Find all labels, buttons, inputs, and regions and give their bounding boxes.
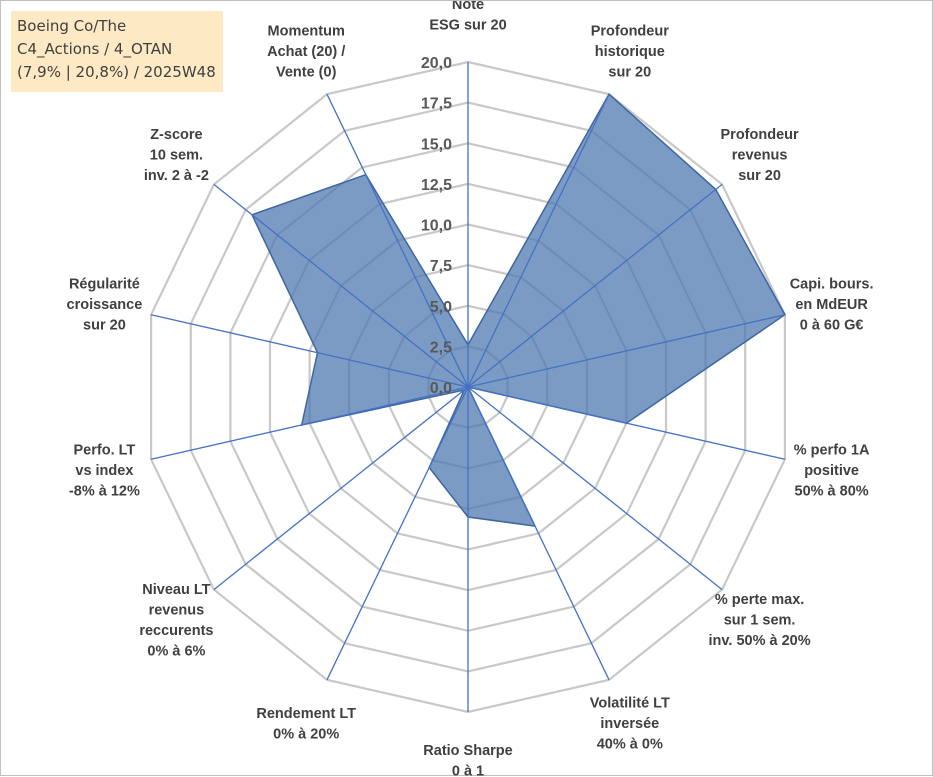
axis-label: % perfo 1A positive 50% à 80% [794,443,870,500]
axis-label-line: croissance [67,297,143,313]
tick-label: 5,0 [430,299,452,316]
tick-label: 15,0 [421,136,452,153]
axis-label-line: Note [452,1,484,13]
axis-spoke [467,386,786,460]
radar-tick-labels: 0,0 2,5 5,0 7,5 10,0 12,5 15,0 17,5 20,0 [421,55,452,397]
radar-spokes [150,62,786,712]
radar-series [250,93,786,528]
axis-spoke [326,93,469,388]
axis-label-line: 0% à 6% [147,643,205,659]
axis-label-line: Régularité [69,277,140,293]
axis-label: Z-score 10 sem. inv. 2 à -2 [144,127,209,184]
axis-label: Volatilité LT inversée 40% à 0% [590,696,670,753]
axis-label-line: Niveau LT [142,582,210,598]
axis-label: Perfo. LT vs index -8% à 12% [69,443,140,500]
axis-label-line: sur 20 [608,64,651,80]
axis-label: Profondeur historique sur 20 [591,23,669,80]
axis-label: Momentum Achat (20) / Vente (0) [267,23,345,80]
axis-label-line: vs index [75,463,133,479]
axis-label-line: inv. 2 à -2 [144,168,209,184]
axis-label-line: 50% à 80% [795,484,869,500]
axis-spoke [150,314,469,388]
axis-label: Rendement LT 0% à 20% [256,706,356,743]
axis-label-line: 0 à 1 [452,763,484,777]
axis-label: % perte max. sur 1 sem. inv. 50% à 20% [709,592,811,649]
tick-label: 10,0 [421,218,452,235]
tick-label: 17,5 [421,96,452,113]
axis-label-line: Profondeur [591,23,669,39]
axis-label: Note ESG sur 20 [429,1,506,33]
tick-label: 2,5 [430,339,452,356]
axis-label-line: Vente (0) [276,64,337,80]
axis-spoke [213,183,469,388]
axis-label-line: Z-score [150,127,202,143]
axis-label-line: Capi. bours. [790,277,874,293]
axis-label-line: Profondeur [721,127,799,143]
axis-label-line: sur 20 [83,318,126,334]
axis-label-line: Volatilité LT [590,696,670,712]
tick-label: 7,5 [430,258,452,275]
tick-label: 12,5 [421,177,452,194]
axis-label-line: % perte max. [715,592,804,608]
axis-label-line: Ratio Sharpe [423,743,512,759]
axis-label-line: revenus [732,147,788,163]
axis-label-line: inv. 50% à 20% [709,633,811,649]
axis-label-line: -8% à 12% [69,484,140,500]
axis-label-line: reccurents [139,623,213,639]
axis-label-line: Rendement LT [256,706,356,722]
title-line-1: Boeing Co/The [17,17,127,35]
radar-axis-labels: Note ESG sur 20 Profondeur historique sur 20… [67,1,874,777]
axis-label-line: 0 à 60 G€ [800,318,864,334]
axis-label-line: 10 sem. [150,147,203,163]
axis-spoke [467,93,610,388]
axis-spoke [467,183,723,388]
axis-label-line: Achat (20) / [267,44,345,60]
axis-spoke [467,314,786,388]
axis-label-line: % perfo 1A [794,443,870,459]
axis-label-line: Perfo. LT [74,443,136,459]
tick-label: 0,0 [430,380,452,397]
axis-label: Capi. bours. en MdEUR 0 à 60 G€ [790,277,874,334]
axis-label: Profondeur revenus sur 20 [721,127,799,184]
axis-label-line: inversée [600,716,659,732]
axis-label-line: 40% à 0% [597,737,663,753]
axis-spoke [150,386,469,460]
axis-spoke [467,386,723,591]
title-line-3: (7,9% | 20,8%) / 2025W48 [17,63,216,81]
tick-label: 20,0 [421,55,452,72]
axis-spoke [213,386,469,591]
axis-label-line: ESG sur 20 [429,17,506,33]
chart-title-box: Boeing Co/The C4_Actions / 4_OTAN (7,9% … [11,11,223,92]
title-line-2: C4_Actions / 4_OTAN [17,40,173,58]
axis-label-line: revenus [149,602,205,618]
axis-label-line: sur 20 [738,168,781,184]
axis-label-line: positive [804,463,859,479]
axis-label: Ratio Sharpe 0 à 1 [423,743,512,777]
series-area [250,93,786,528]
axis-label-line: sur 1 sem. [724,613,796,629]
axis-spoke [467,386,610,681]
axis-label: Niveau LT revenus reccurents 0% à 6% [139,582,213,660]
axis-spoke [326,386,469,681]
axis-label-line: Momentum [268,23,345,39]
axis-label: Régularité croissance sur 20 [67,277,143,334]
axis-label-line: historique [595,44,665,60]
axis-label-line: 0% à 20% [273,726,339,742]
axis-label-line: en MdEUR [795,297,868,313]
